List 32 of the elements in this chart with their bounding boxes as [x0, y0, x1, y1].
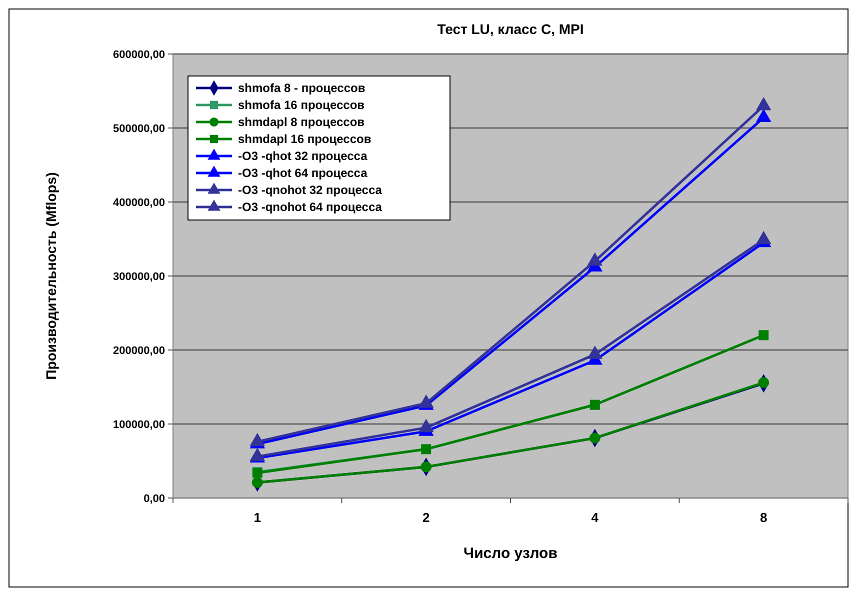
- point: [756, 110, 771, 122]
- y-tick-label: 300000,00: [113, 271, 165, 283]
- point: [588, 253, 602, 266]
- x-tick-label: 2: [422, 510, 430, 525]
- legend-label: -O3 -qhot 64 процесса: [238, 166, 368, 180]
- chart-title: Тест LU, класс C, MPI: [437, 21, 584, 37]
- y-tick-label: 600000,00: [113, 49, 165, 61]
- point: [589, 432, 600, 444]
- y-tick-label: 500000,00: [113, 123, 165, 135]
- legend-label: shmdapl 16 процессов: [238, 132, 372, 146]
- legend-label: shmofa 8 - процессов: [238, 81, 366, 95]
- y-tick-label: 0,00: [144, 493, 165, 505]
- legend-label: -O3 -qhot 32 процесса: [238, 149, 368, 163]
- point: [756, 232, 771, 244]
- y-tick-label: 200000,00: [113, 345, 165, 357]
- point: [252, 477, 263, 488]
- x-tick-label: 1: [254, 510, 261, 525]
- point: [588, 346, 602, 359]
- x-tick-label: 4: [591, 510, 600, 525]
- legend-label: -O3 -qnohot 32 процесса: [238, 183, 382, 197]
- point: [419, 420, 434, 432]
- point: [758, 377, 770, 388]
- y-tick-label: 400000,00: [113, 197, 165, 209]
- legend-label: shmdapl 8 процессов: [238, 115, 365, 129]
- legend-label: -O3 -qnohot 64 процесса: [238, 200, 382, 214]
- x-tick-label: 8: [760, 510, 768, 525]
- y-axis-title: Производительность (Mflops): [43, 172, 59, 380]
- point: [756, 98, 771, 110]
- point: [420, 461, 432, 472]
- y-tick-label: 100000,00: [113, 419, 165, 431]
- legend-label: shmofa 16 процессов: [238, 98, 365, 112]
- x-axis-title: Число узлов: [464, 545, 558, 562]
